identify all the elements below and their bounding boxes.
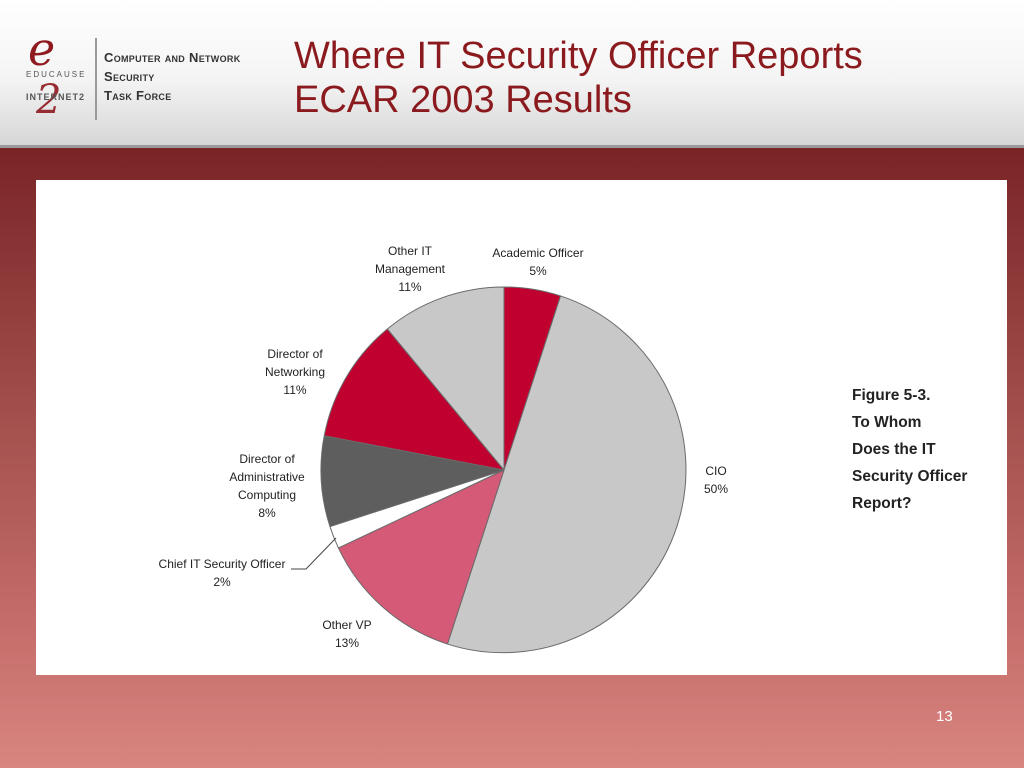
logo-divider bbox=[95, 38, 97, 120]
educause-logo-e: e bbox=[28, 22, 56, 76]
pie-slice-6 bbox=[386, 286, 505, 471]
pie-label-1: CIO 50% bbox=[704, 464, 728, 496]
figure-caption-line-5: Report? bbox=[852, 495, 912, 512]
pie-leader-line bbox=[291, 537, 337, 570]
figure-caption-line-2: To Whom bbox=[852, 414, 922, 431]
slide-title: Where IT Security Officer Reports ECAR 2… bbox=[294, 34, 863, 122]
pie-label-4: Director of Administrative Computing 8% bbox=[229, 452, 305, 520]
educause-logo-text: EDUCAUSE bbox=[26, 70, 87, 79]
page-number: 13 bbox=[936, 708, 953, 725]
pie-label-5: Director of Networking 11% bbox=[265, 347, 325, 397]
figure-caption-line-4: Security Officer bbox=[852, 468, 968, 485]
figure-caption: Figure 5-3. To Whom Does the IT Security… bbox=[852, 382, 967, 517]
task-force-logo-text: Computer and Network Security Task Force bbox=[104, 48, 241, 105]
pie-slice-4 bbox=[320, 435, 505, 528]
pie-chart: Academic Officer 5% CIO 50% Other VP 13% Chief… bbox=[159, 244, 728, 654]
slide-title-line-1: Where IT Security Officer Reports bbox=[294, 35, 863, 77]
pie-slice-5 bbox=[323, 328, 505, 471]
slide-title-line-2: ECAR 2003 Results bbox=[294, 79, 632, 121]
pie-label-6: Other IT Management 11% bbox=[375, 244, 446, 294]
pie-slice-1 bbox=[446, 295, 687, 654]
task-force-line-3: Task Force bbox=[104, 88, 172, 103]
pie-label-2: Other VP 13% bbox=[322, 618, 371, 650]
internet2-logo-2: 2 bbox=[36, 77, 62, 123]
slide-header: e EDUCAUSE 2 INTERNET2 Computer and Netw… bbox=[0, 0, 1024, 148]
pie-label-0: Academic Officer 5% bbox=[492, 246, 583, 278]
figure-caption-line-3: Does the IT bbox=[852, 441, 936, 458]
task-force-line-2: Security bbox=[104, 69, 155, 84]
task-force-line-1: Computer and Network bbox=[104, 50, 241, 65]
internet2-logo-text: INTERNET2 bbox=[26, 92, 86, 102]
figure-caption-line-1: Figure 5-3. bbox=[852, 387, 931, 404]
pie-slice-2 bbox=[337, 469, 505, 645]
chart-panel: Academic Officer 5% CIO 50% Other VP 13% Chief… bbox=[36, 180, 1007, 675]
pie-label-3: Chief IT Security Officer 2% bbox=[159, 557, 286, 589]
